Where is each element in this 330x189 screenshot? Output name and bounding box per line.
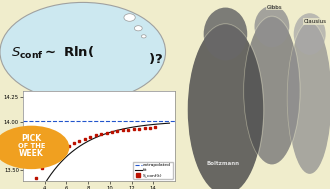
extrapolated xyxy=(10,119,14,122)
Ellipse shape xyxy=(134,26,142,31)
S_conf(t) xyxy=(56,150,60,153)
fit xyxy=(111,130,115,133)
S_conf(t) xyxy=(143,127,147,129)
S_conf(t) xyxy=(132,128,136,130)
S_conf(t) xyxy=(88,136,92,138)
S_conf(t) xyxy=(45,159,49,161)
Text: Clausius: Clausius xyxy=(304,19,327,24)
Ellipse shape xyxy=(288,23,330,174)
Text: Boltzmann: Boltzmann xyxy=(206,161,239,166)
Ellipse shape xyxy=(204,8,247,60)
fit xyxy=(145,124,148,126)
S_conf(t) xyxy=(153,126,157,129)
Ellipse shape xyxy=(141,35,146,38)
Text: OF THE: OF THE xyxy=(18,143,45,149)
Text: $\mathbf{)?}$: $\mathbf{)?}$ xyxy=(148,51,163,66)
Text: PICK: PICK xyxy=(21,134,41,143)
Text: Gibbs: Gibbs xyxy=(267,5,282,10)
Text: WEEK: WEEK xyxy=(19,149,44,158)
Y-axis label: $S_{\rm conf}$: $S_{\rm conf}$ xyxy=(0,128,2,144)
Line: fit: fit xyxy=(23,123,170,189)
Ellipse shape xyxy=(124,14,135,21)
Ellipse shape xyxy=(294,13,326,55)
S_conf(t) xyxy=(72,142,76,144)
S_conf(t) xyxy=(34,177,38,179)
S_conf(t) xyxy=(115,130,119,132)
FancyBboxPatch shape xyxy=(185,0,330,189)
Circle shape xyxy=(0,126,69,169)
Text: $\mathit{S}_{\mathbf{conf}}$$\mathbf{\sim}$ $\mathbf{Rln(}$: $\mathit{S}_{\mathbf{conf}}$$\mathbf{\si… xyxy=(11,45,94,61)
Legend: extrapolated, fit, S_conf(t): extrapolated, fit, S_conf(t) xyxy=(133,162,173,179)
S_conf(t) xyxy=(121,129,125,131)
S_conf(t) xyxy=(40,167,44,169)
fit xyxy=(108,131,112,133)
Ellipse shape xyxy=(0,2,166,101)
Ellipse shape xyxy=(254,6,289,47)
Ellipse shape xyxy=(188,25,263,189)
S_conf(t) xyxy=(61,147,65,150)
S_conf(t) xyxy=(94,134,98,136)
S_conf(t) xyxy=(110,131,114,133)
S_conf(t) xyxy=(83,138,87,140)
S_conf(t) xyxy=(99,133,103,135)
S_conf(t) xyxy=(126,129,130,131)
extrapolated xyxy=(0,119,3,122)
fit xyxy=(108,131,112,134)
Ellipse shape xyxy=(244,17,300,164)
fit xyxy=(168,122,172,124)
Line: S_conf(t): S_conf(t) xyxy=(35,126,157,179)
S_conf(t) xyxy=(78,140,82,142)
fit xyxy=(154,123,158,125)
S_conf(t) xyxy=(50,154,54,156)
S_conf(t) xyxy=(137,128,141,130)
S_conf(t) xyxy=(148,127,152,129)
S_conf(t) xyxy=(67,145,71,147)
S_conf(t) xyxy=(105,132,109,134)
